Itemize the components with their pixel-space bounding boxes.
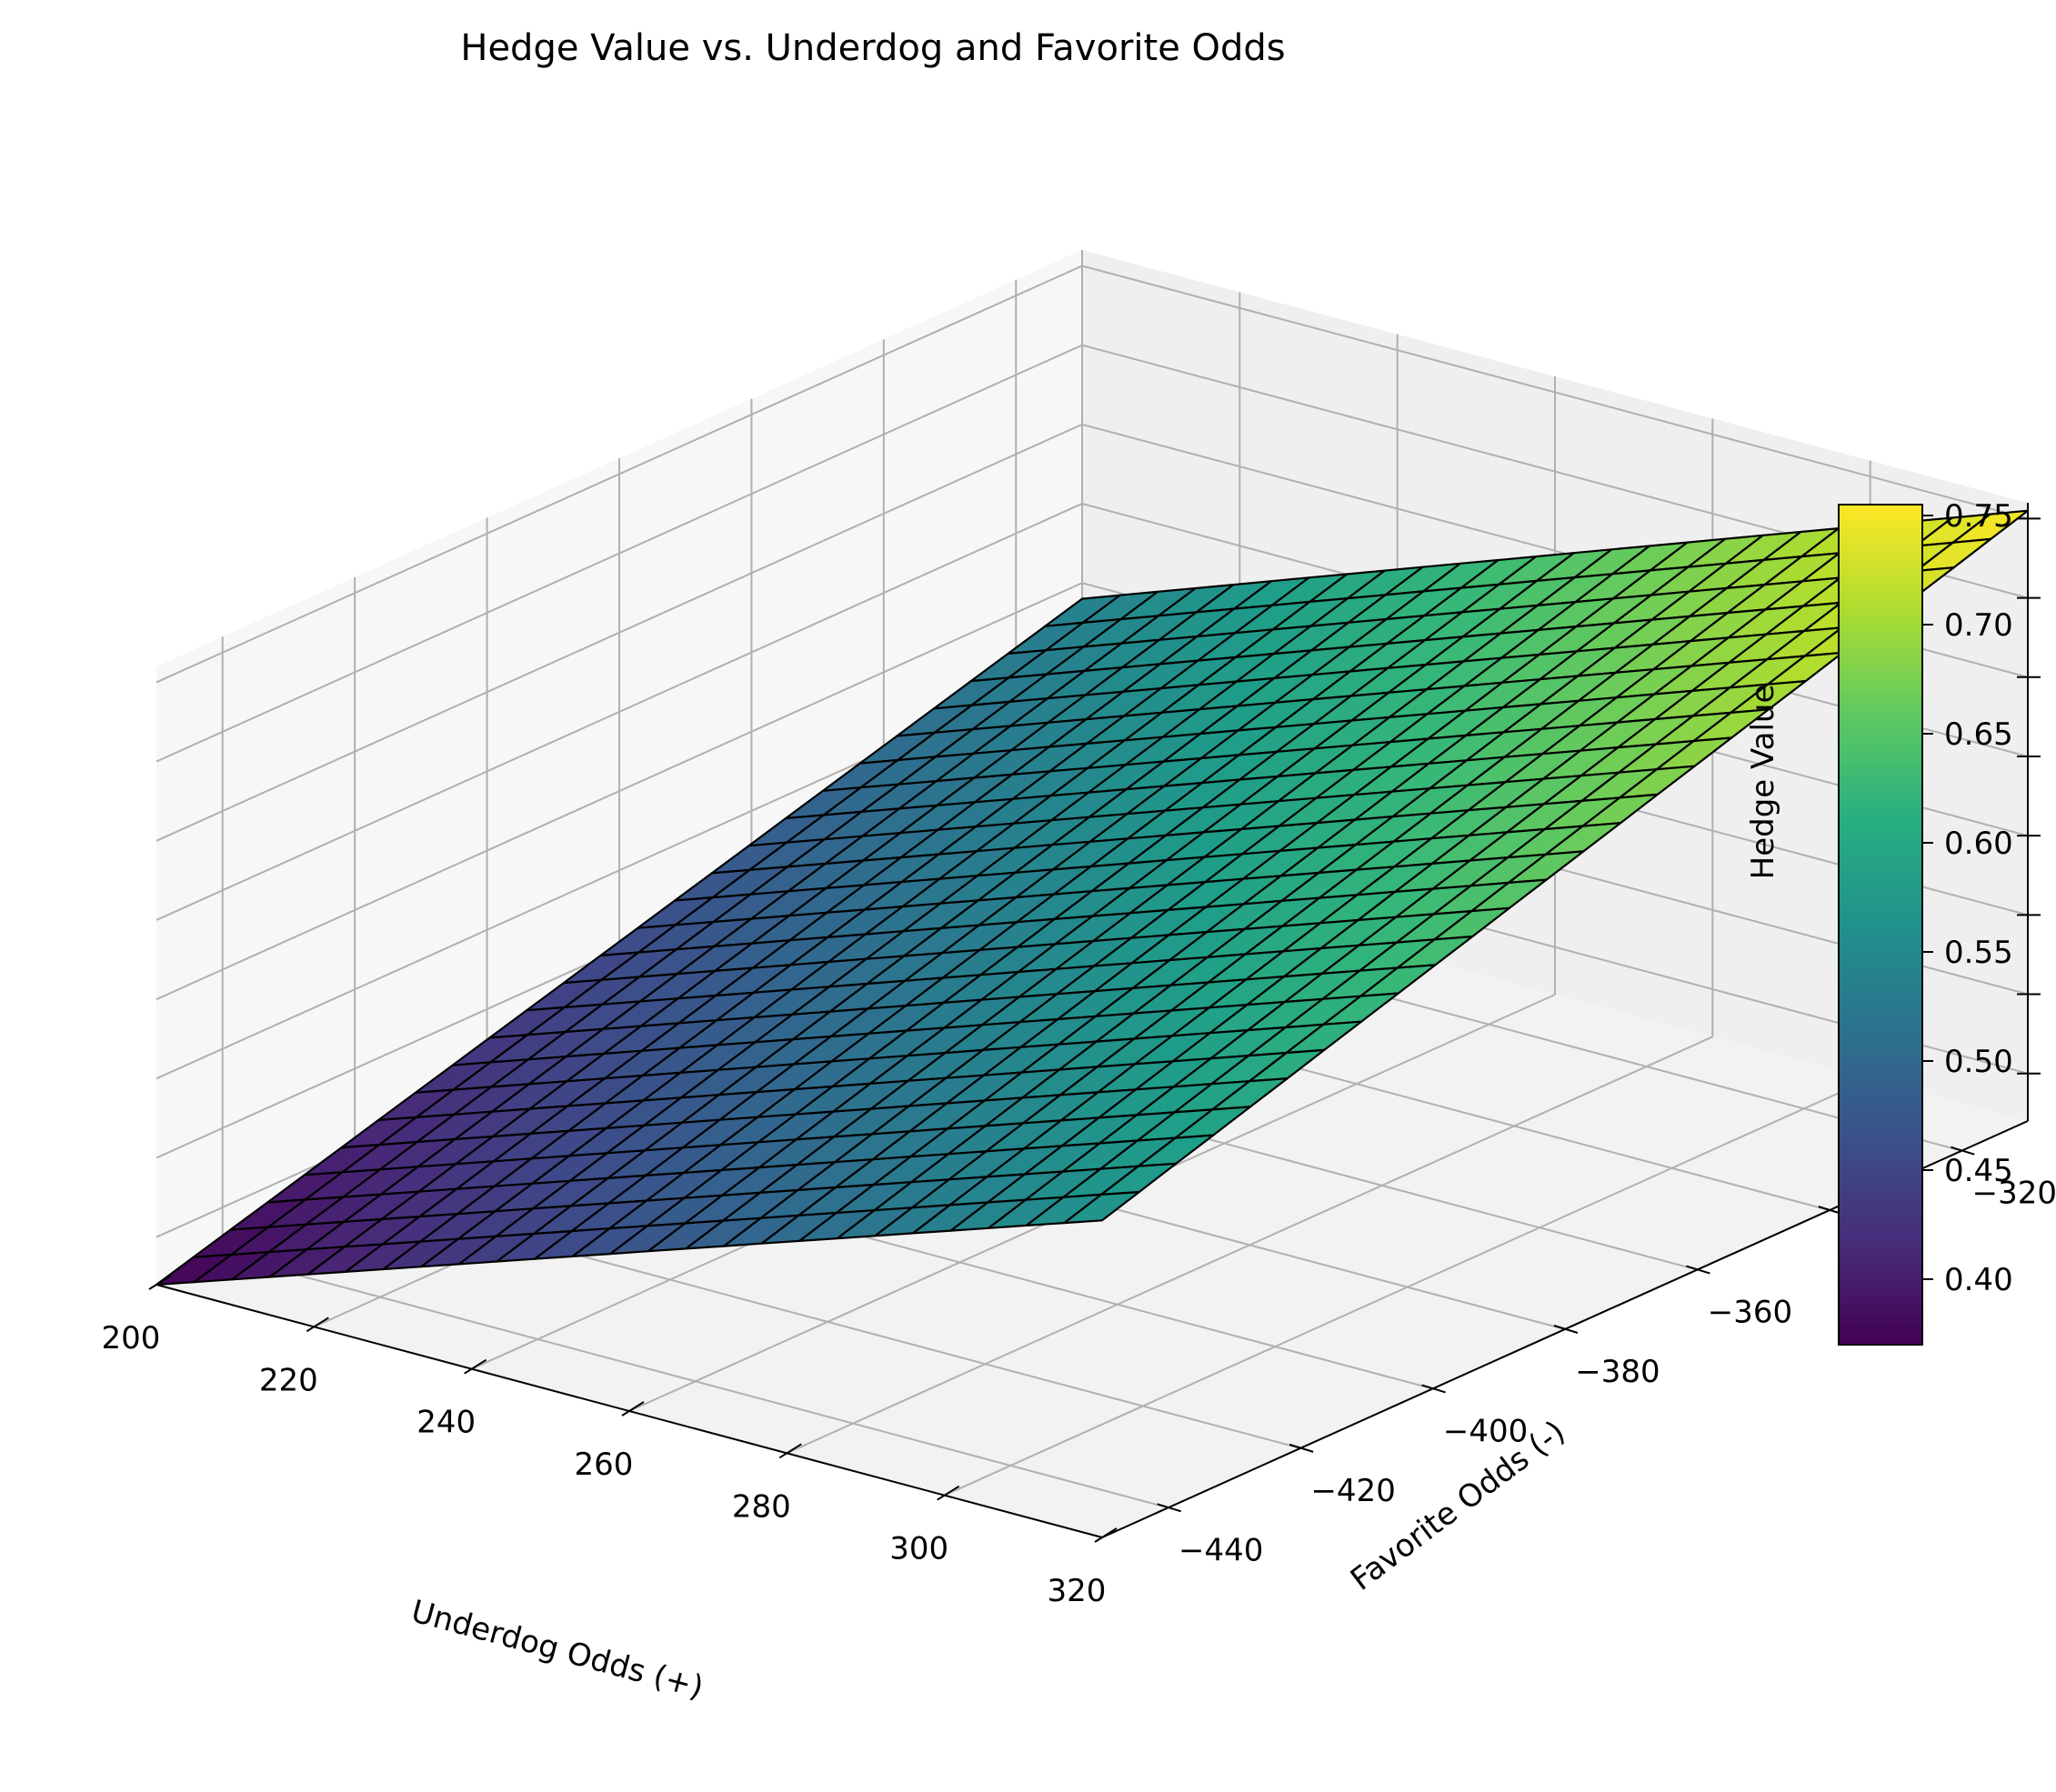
y-tick-label: −380 — [1575, 1354, 1660, 1390]
y-tick-label: −440 — [1178, 1532, 1263, 1568]
colorbar: 0.40 0.45 0.50 0.55 0.60 0.65 0.70 0.75 — [1838, 498, 2013, 1346]
z-grid-left — [155, 503, 1083, 921]
colorbar-tick-label: 0.60 — [1944, 826, 2013, 862]
surface-mesh — [155, 509, 2030, 1286]
y-tick — [1686, 1265, 1710, 1275]
y-tick-label: −360 — [1708, 1295, 1792, 1331]
x-tick-label: 260 — [575, 1447, 634, 1483]
y-tick — [1950, 1146, 1975, 1156]
x-axis-label: Underdog Odds (+) — [407, 1593, 707, 1706]
colorbar-tick-label: 0.75 — [1944, 498, 2013, 535]
y-tick — [1289, 1443, 1314, 1453]
colorbar-gradient — [1838, 504, 1923, 1346]
colorbar-tick-label: 0.55 — [1944, 935, 2013, 971]
chart-title: Hedge Value vs. Underdog and Favorite Od… — [460, 27, 1285, 69]
colorbar-ticks: 0.40 0.45 0.50 0.55 0.60 0.65 0.70 0.75 — [1922, 498, 2013, 1298]
x-tick-label: 320 — [1048, 1573, 1107, 1609]
x-tick — [778, 1443, 802, 1459]
x-tick — [148, 1275, 172, 1290]
colorbar-tick-label: 0.50 — [1944, 1044, 2013, 1080]
y-tick-label: −320 — [1972, 1176, 2056, 1212]
colorbar-tick-label: 0.70 — [1944, 607, 2013, 644]
y-tick-label: −400 — [1443, 1413, 1528, 1449]
x-tick — [306, 1316, 329, 1333]
z-grid-left — [155, 423, 1083, 842]
x-tick — [464, 1358, 487, 1375]
x-tick-label: 240 — [416, 1405, 476, 1441]
axes: 200220240260280300320−320−340−360−380−40… — [102, 503, 2056, 1609]
x-tick — [1094, 1527, 1118, 1543]
z-grid-back — [1081, 265, 2029, 520]
x-tick-label: 200 — [102, 1320, 161, 1357]
x-tick — [937, 1485, 960, 1501]
x-tick-label: 300 — [889, 1531, 948, 1567]
y-tick — [1553, 1325, 1579, 1334]
colorbar-tick-label: 0.40 — [1944, 1262, 2013, 1298]
z-axis-label: Hedge Value — [1745, 685, 1781, 880]
colorbar-tick-label: 0.45 — [1944, 1153, 2013, 1189]
y-grid-floor — [222, 1254, 1168, 1509]
z-grid-left — [155, 582, 1083, 1001]
x-tick-label: 280 — [732, 1488, 791, 1525]
x-tick — [621, 1401, 645, 1417]
z-grid-left — [155, 265, 1083, 684]
z-grid-left — [155, 344, 1083, 763]
surface-cell — [1063, 1190, 1140, 1225]
y-tick — [1157, 1503, 1182, 1513]
x-tick-label: 220 — [259, 1362, 318, 1398]
colorbar-tick-label: 0.65 — [1944, 716, 2013, 753]
y-tick-label: −420 — [1310, 1473, 1395, 1509]
y-tick — [1421, 1384, 1446, 1394]
